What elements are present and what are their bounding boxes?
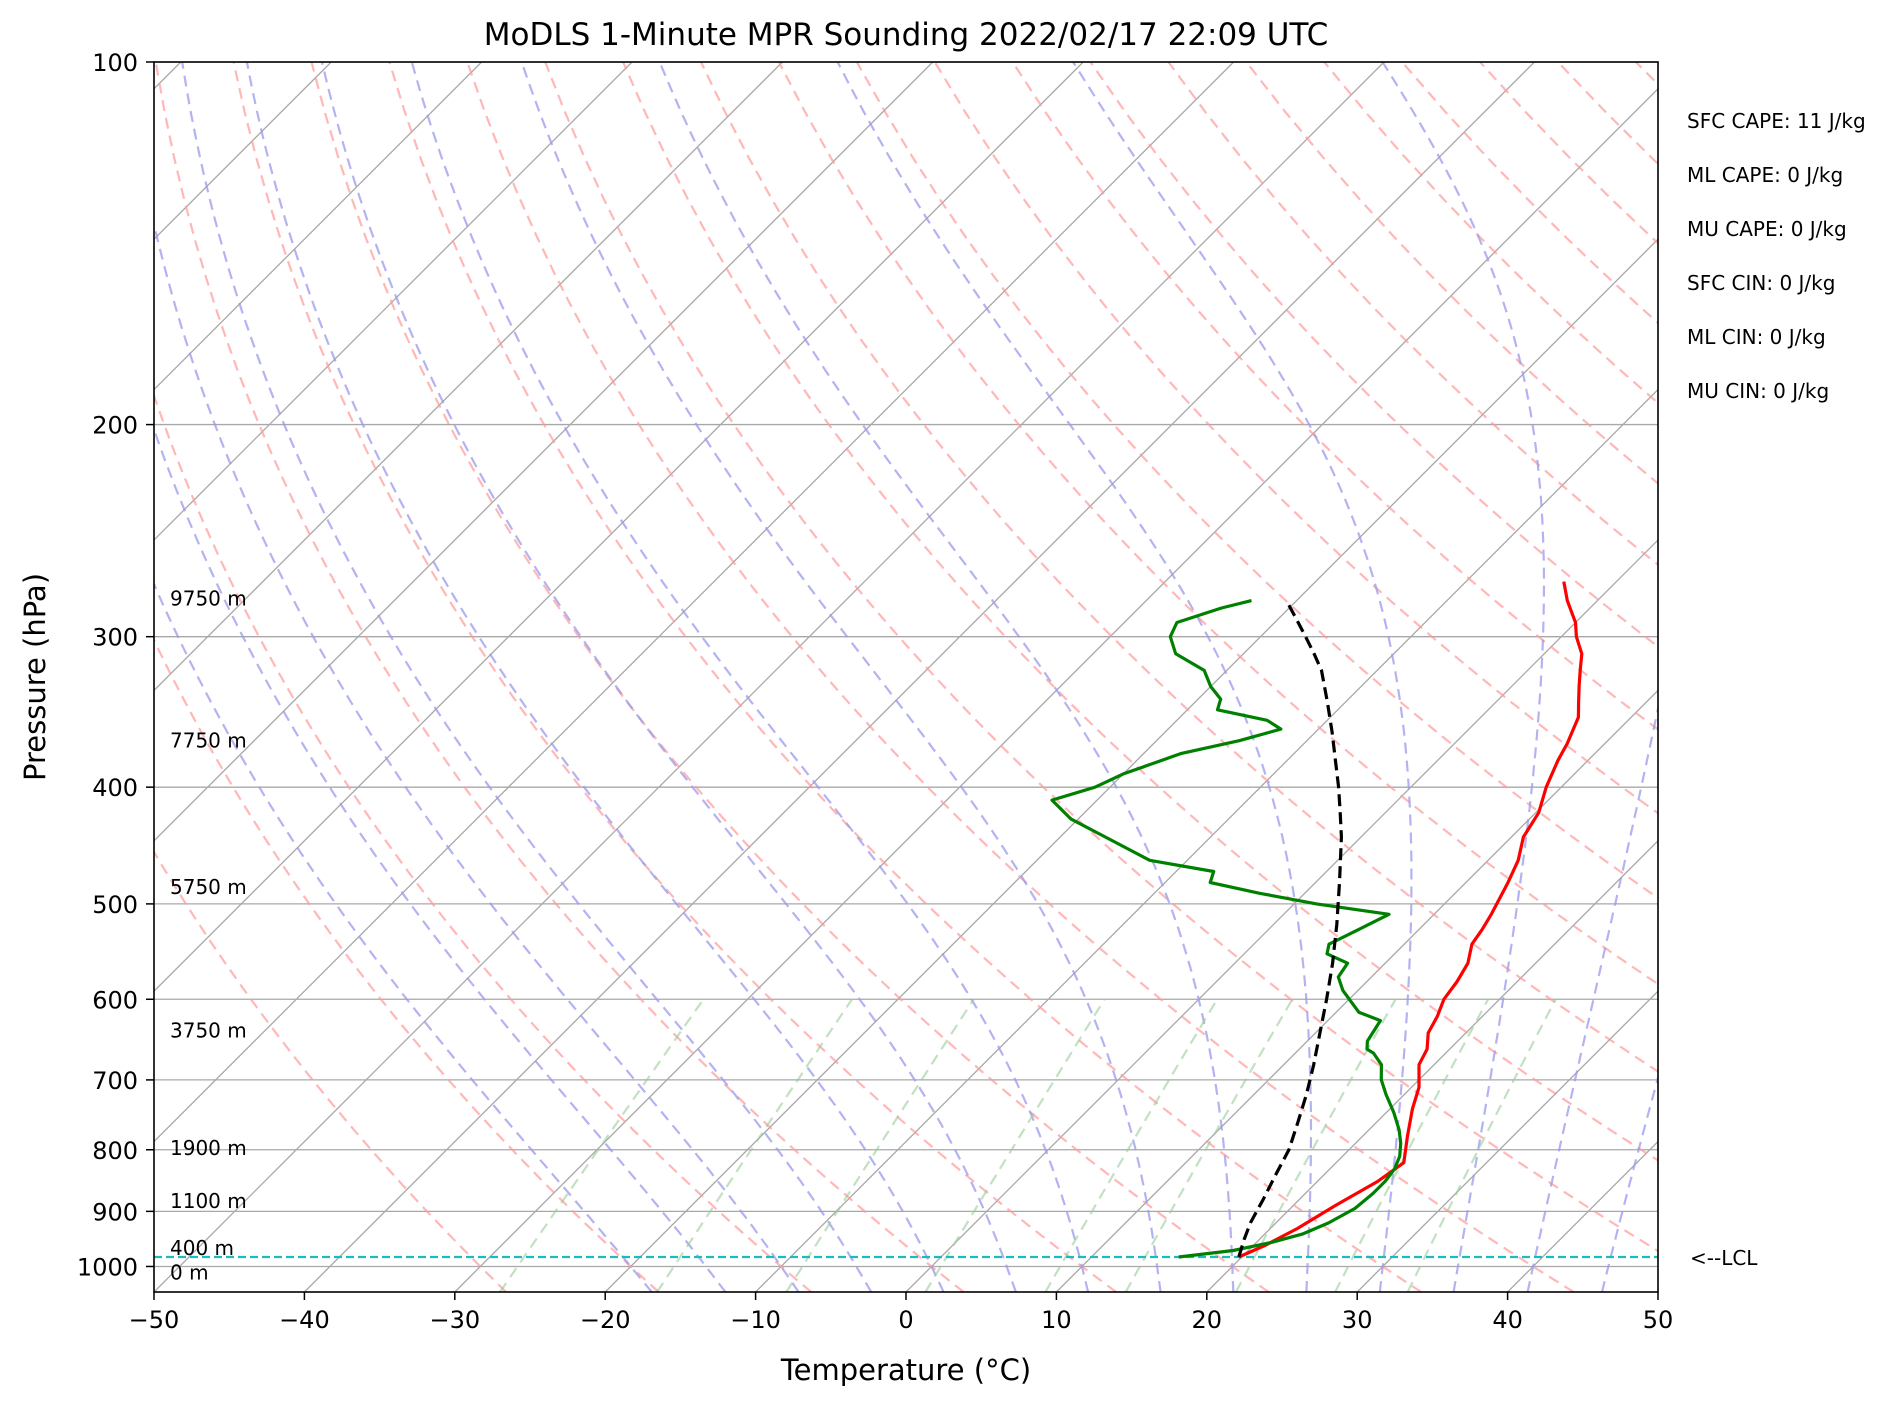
dry-adiabat — [1089, 62, 1658, 648]
dry-adiabat — [310, 62, 1270, 1292]
moist-adiabat — [1526, 703, 1658, 1292]
isotherm-gridline — [154, 62, 783, 692]
dry-adiabat — [544, 62, 1658, 1253]
dry-adiabat — [700, 62, 1658, 1073]
stability-index-text: MU CAPE: 0 J/kg — [1687, 217, 1847, 241]
height-label: 0 m — [170, 1261, 209, 1285]
isotherm-gridline — [154, 62, 1235, 1143]
y-tick-label: 900 — [92, 1198, 138, 1226]
moist-adiabat — [520, 62, 1162, 1292]
stability-index-text: ML CIN: 0 J/kg — [1687, 325, 1826, 349]
lcl-label: <--LCL — [1690, 1246, 1758, 1270]
temperature-profile — [1238, 581, 1584, 1259]
mixing-ratio-line — [1124, 998, 1294, 1292]
x-tick-label: −30 — [429, 1306, 480, 1334]
moist-adiabat — [658, 62, 1235, 1292]
y-tick-label: 500 — [92, 891, 138, 919]
plot-area — [154, 62, 1658, 1292]
isotherm-gridline — [154, 62, 1385, 1292]
isotherm-gridline — [1356, 990, 1658, 1292]
dry-adiabat — [154, 849, 507, 1292]
y-tick-label: 700 — [92, 1067, 138, 1095]
x-tick-label: 50 — [1643, 1306, 1674, 1334]
y-tick-label: 800 — [92, 1137, 138, 1165]
mixing-ratio-line — [1406, 998, 1557, 1292]
x-tick-label: −20 — [580, 1306, 631, 1334]
dry-adiabat — [466, 62, 1575, 1292]
mixing-ratio-line — [656, 998, 853, 1292]
dry-adiabat — [388, 62, 1422, 1292]
moist-adiabat — [181, 62, 873, 1292]
isotherm-gridline — [154, 62, 633, 541]
isotherm-gridline — [604, 238, 1658, 1292]
dry-adiabat — [777, 62, 1658, 986]
moist-adiabat — [1381, 62, 1546, 1292]
y-tick-label: 400 — [92, 774, 138, 802]
x-tick-label: −10 — [730, 1306, 781, 1334]
isotherm-gridline — [1055, 689, 1658, 1292]
moist-adiabat — [245, 62, 945, 1292]
moist-adiabat — [154, 581, 653, 1292]
height-label: 5750 m — [170, 875, 247, 899]
dewpoint-profile — [1050, 599, 1403, 1259]
stability-index-text: ML CAPE: 0 J/kg — [1687, 163, 1843, 187]
moist-adiabat — [836, 62, 1313, 1292]
moist-adiabat — [320, 62, 1017, 1292]
isotherm-gridline — [1206, 839, 1658, 1292]
isotherm-gridline — [454, 87, 1658, 1292]
isotherm-gridline — [154, 62, 483, 391]
height-label: 1900 m — [170, 1136, 247, 1160]
mixing-ratio-line — [1235, 998, 1397, 1292]
moist-adiabat — [154, 426, 727, 1292]
dry-adiabat — [154, 62, 965, 1292]
height-label: 1100 m — [170, 1189, 247, 1213]
moist-adiabat — [410, 62, 1090, 1292]
mixing-ratio-line — [498, 998, 705, 1292]
dry-adiabat — [154, 637, 660, 1292]
dry-adiabat — [855, 62, 1658, 900]
isotherm-gridline — [905, 539, 1658, 1292]
y-tick-label: 300 — [92, 624, 138, 652]
x-tick-label: 30 — [1342, 1306, 1373, 1334]
y-tick-label: 200 — [92, 412, 138, 440]
x-tick-label: 20 — [1192, 1306, 1223, 1334]
isotherm-gridline — [154, 62, 934, 842]
x-tick-label: 10 — [1041, 1306, 1072, 1334]
isotherm-gridline — [154, 62, 1084, 993]
x-axis-label: Temperature (°C) — [780, 1353, 1031, 1387]
x-tick-label: −50 — [129, 1306, 180, 1334]
mixing-ratio-line — [1334, 998, 1490, 1292]
moist-adiabat — [1072, 62, 1413, 1292]
moist-adiabat — [1600, 1073, 1658, 1292]
dry-adiabat — [622, 62, 1658, 1162]
isotherm-gridline — [303, 62, 1535, 1292]
stability-index-text: MU CIN: 0 J/kg — [1687, 379, 1829, 403]
parcel-profile — [1237, 603, 1343, 1258]
isotherm-gridline — [755, 388, 1658, 1292]
x-tick-label: 40 — [1492, 1306, 1523, 1334]
label-layer: −50 −40 −30 −20 −10 0 10 20 30 40 50 100 200 300 400 50… — [77, 49, 1866, 1334]
y-axis-label: Pressure (hPa) — [18, 573, 52, 781]
dry-adiabat — [232, 62, 1117, 1292]
height-label: 400 m — [170, 1236, 234, 1260]
mixing-ratio-line — [924, 998, 1106, 1292]
height-label: 9750 m — [170, 587, 247, 611]
dry-adiabat — [1011, 62, 1658, 731]
chart-title: MoDLS 1-Minute MPR Sounding 2022/02/17 2… — [484, 17, 1328, 53]
mixing-ratio-line — [1044, 998, 1219, 1292]
moist-adiabat — [154, 219, 800, 1292]
height-label: 3750 m — [170, 1019, 247, 1043]
y-tick-label: 600 — [92, 986, 138, 1014]
y-tick-label: 100 — [92, 49, 138, 77]
x-tick-label: 0 — [898, 1306, 913, 1334]
y-tick-label: 1000 — [77, 1253, 138, 1281]
stability-index-text: SFC CAPE: 11 J/kg — [1687, 109, 1866, 133]
height-label: 7750 m — [170, 729, 247, 753]
mixing-ratio-line — [785, 998, 975, 1292]
x-tick-label: −40 — [279, 1306, 330, 1334]
stability-index-text: SFC CIN: 0 J/kg — [1687, 271, 1835, 295]
dry-adiabat — [154, 392, 812, 1292]
